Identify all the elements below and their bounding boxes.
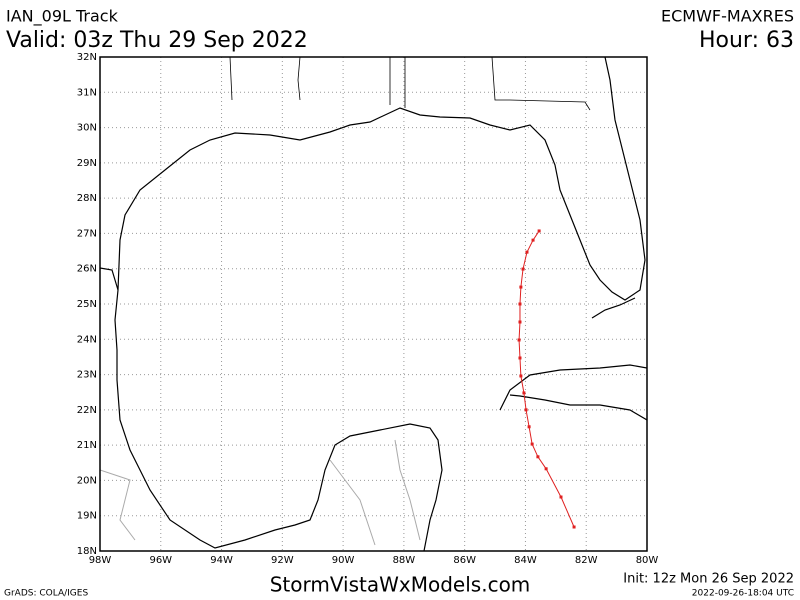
y-tick-label: 31N — [77, 87, 97, 98]
track-point — [519, 374, 523, 378]
track-point — [517, 338, 521, 342]
title: IAN_09L Track — [6, 7, 119, 27]
x-tick-label: 96W — [149, 555, 172, 566]
y-tick-label: 32N — [77, 52, 97, 63]
track-point — [518, 302, 522, 306]
init-time: Init: 12z Mon 26 Sep 2022 — [623, 572, 794, 587]
y-tick-label: 23N — [77, 370, 97, 381]
track-point — [537, 229, 541, 233]
track-point — [518, 356, 522, 360]
timestamp: 2022-09-26-18:04 UTC — [692, 589, 794, 599]
y-tick-label: 21N — [77, 440, 97, 451]
x-tick-label: 94W — [210, 555, 233, 566]
track-point — [531, 238, 535, 242]
y-tick-label: 18N — [77, 546, 97, 557]
north-coastline — [117, 57, 646, 301]
track-point — [544, 467, 548, 471]
y-tick-label: 24N — [77, 334, 97, 345]
x-tick-label: 86W — [453, 555, 476, 566]
track-point — [572, 525, 576, 529]
gulf-coastline — [100, 267, 443, 551]
cuba — [499, 364, 647, 421]
model-name: ECMWF-MAXRES — [661, 7, 794, 26]
y-tick-label: 19N — [77, 511, 97, 522]
y-tick-label: 29N — [77, 158, 97, 169]
credit: GrADS: COLA/IGES — [4, 589, 88, 599]
x-tick-label: 88W — [393, 555, 416, 566]
track-point — [518, 320, 522, 324]
y-tick-label: 22N — [77, 405, 97, 416]
forecast-hour: Hour: 63 — [699, 28, 794, 53]
y-tick-label: 28N — [77, 193, 97, 204]
valid-time: Valid: 03z Thu 29 Sep 2022 — [6, 28, 308, 53]
y-tick-label: 25N — [77, 299, 97, 310]
track-point — [559, 495, 563, 499]
y-tick-label: 30N — [77, 123, 97, 134]
track-point — [522, 391, 526, 395]
plot-area — [99, 56, 648, 552]
track-point — [530, 442, 534, 446]
x-tick-label: 98W — [89, 555, 112, 566]
land — [100, 57, 647, 551]
x-tick-label: 80W — [636, 555, 659, 566]
y-tick-label: 26N — [77, 264, 97, 275]
track-point — [536, 455, 540, 459]
track-line — [518, 230, 575, 528]
track-point — [524, 408, 528, 412]
track-point — [525, 250, 529, 254]
x-tick-label: 92W — [271, 555, 294, 566]
x-tick-label: 84W — [514, 555, 537, 566]
x-tick-label: 90W — [332, 555, 355, 566]
y-tick-label: 20N — [77, 475, 97, 486]
y-tick-label: 27N — [77, 228, 97, 239]
state-borders — [229, 57, 591, 111]
footer-site: StormVistaWxModels.com — [270, 573, 531, 597]
track-point — [527, 425, 531, 429]
x-tick-label: 82W — [575, 555, 598, 566]
track-point — [519, 285, 523, 289]
track-point — [521, 267, 525, 271]
country-borders — [100, 439, 421, 546]
frame — [99, 56, 648, 552]
florida-keys — [591, 297, 636, 319]
